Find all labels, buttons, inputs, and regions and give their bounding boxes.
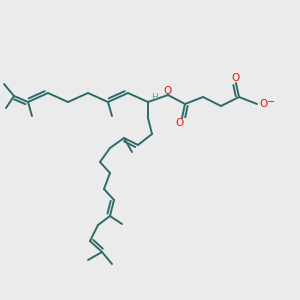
Text: O: O (164, 86, 172, 96)
Text: O: O (176, 118, 184, 128)
Text: O: O (231, 73, 239, 83)
Text: −: − (267, 97, 275, 107)
Text: H: H (151, 92, 158, 101)
Text: O: O (260, 99, 268, 109)
